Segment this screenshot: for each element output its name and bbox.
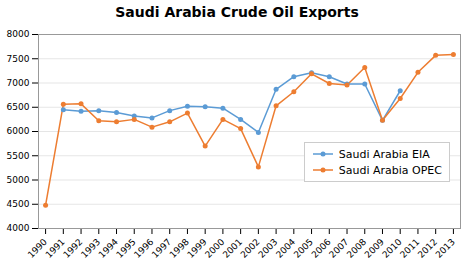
svg-text:7500: 7500 [7,54,30,64]
svg-text:2011: 2011 [398,237,421,260]
svg-text:1995: 1995 [114,237,137,260]
svg-text:2008: 2008 [344,236,369,260]
svg-text:5500: 5500 [7,151,30,161]
html-text:Saudi Arabia EIA: Saudi Arabia EIA [338,147,430,161]
svg-text:1997: 1997 [150,237,173,260]
svg-text:8000: 8000 [7,29,30,39]
svg-text:2006: 2006 [309,236,333,260]
svg-text:2013: 2013 [434,237,457,260]
svg-text:1996: 1996 [132,236,156,260]
svg-text:1998: 1998 [167,236,191,260]
svg-text:5000: 5000 [7,175,30,185]
svg-text:2012: 2012 [416,237,439,260]
svg-text:6500: 6500 [7,102,30,112]
svg-text:2010: 2010 [380,236,404,260]
svg-text:2002: 2002 [239,237,262,260]
svg-text:6000: 6000 [7,126,30,136]
svg-text:1991: 1991 [44,237,67,260]
svg-text:4000: 4000 [7,223,30,233]
svg-text:7000: 7000 [7,78,30,88]
svg-text:2001: 2001 [221,237,244,260]
html-text:Saudi Arabia OPEC: Saudi Arabia OPEC [338,163,442,177]
svg-text:4500: 4500 [7,199,30,209]
svg-text:1992: 1992 [61,237,84,260]
svg-text:2004: 2004 [274,236,298,260]
svg-text:2003: 2003 [256,237,279,260]
svg-text:2005: 2005 [292,237,315,260]
svg-text:1994: 1994 [96,236,120,260]
html-text:Saudi Arabia Crude Oil Exports: Saudi Arabia Crude Oil Exports [115,4,359,20]
svg-text:2000: 2000 [203,236,227,260]
svg-text:1993: 1993 [79,237,102,260]
svg-text:2007: 2007 [327,237,350,260]
svg-text:2009: 2009 [362,236,386,260]
svg-text:1990: 1990 [25,236,49,260]
svg-text:1999: 1999 [185,236,209,260]
